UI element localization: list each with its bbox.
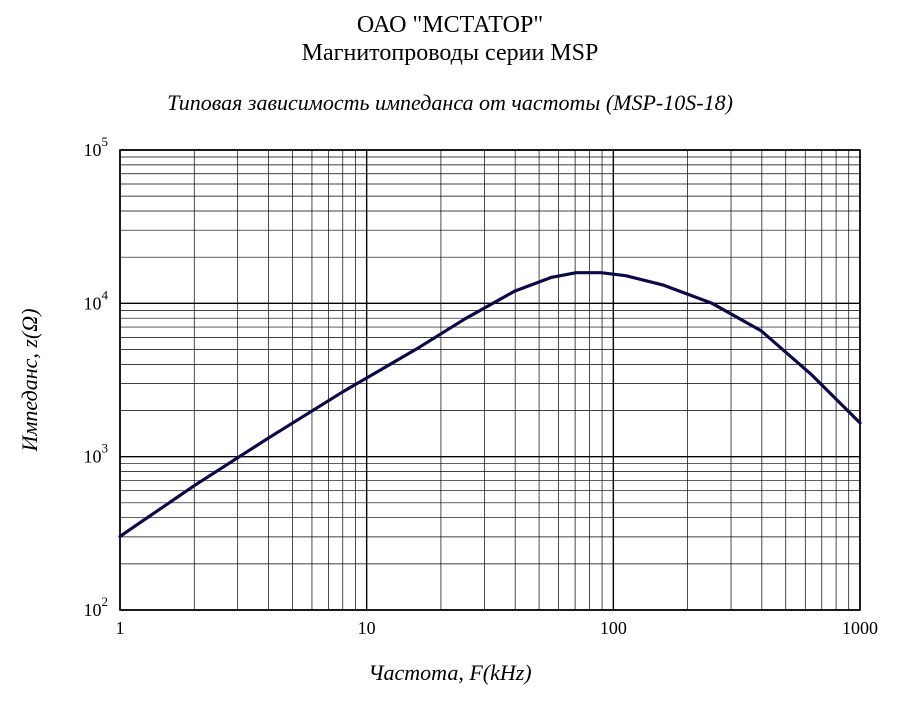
svg-text:104: 104	[84, 287, 109, 313]
svg-text:102: 102	[84, 594, 109, 620]
svg-text:100: 100	[600, 618, 627, 638]
page-root: ОАО "МСТАТОР" Магнитопроводы серии MSP Т…	[0, 0, 900, 724]
svg-text:103: 103	[84, 441, 109, 467]
impedance-chart: 1 10 100 1000 102 103 104 105	[0, 0, 900, 724]
svg-text:10: 10	[358, 618, 376, 638]
svg-text:105: 105	[84, 134, 109, 160]
svg-text:1: 1	[116, 618, 125, 638]
svg-text:1000: 1000	[842, 618, 878, 638]
